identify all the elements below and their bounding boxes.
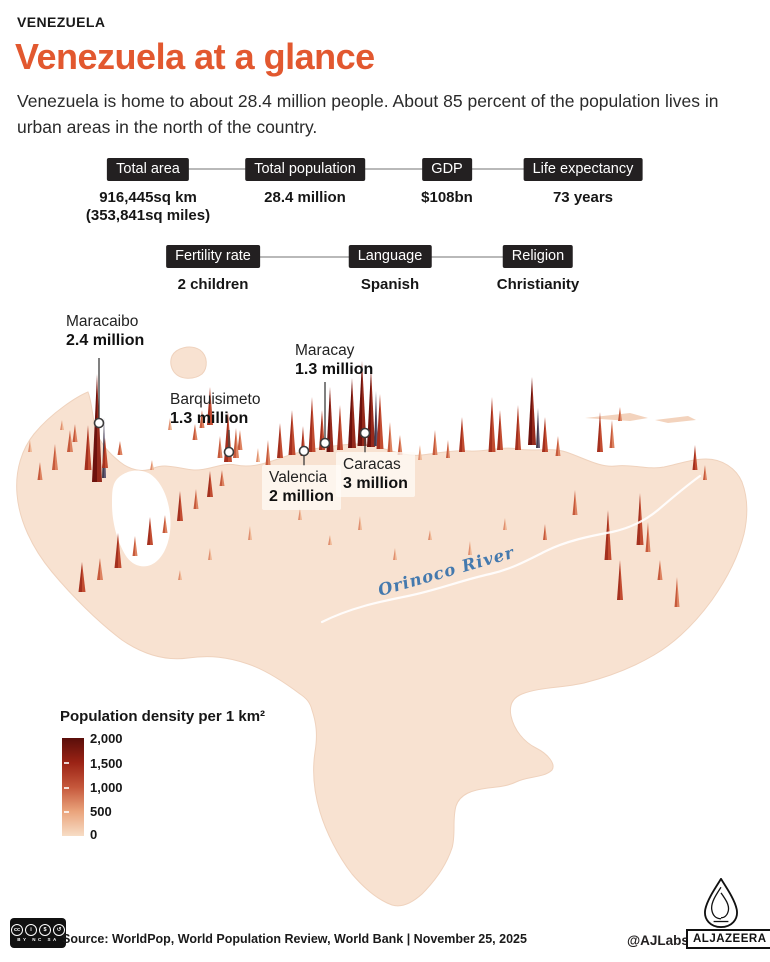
city-label-caracas: Caracas 3 million (336, 452, 415, 498)
marker-caracas (359, 427, 371, 439)
city-name: Maracaibo (66, 313, 139, 330)
stat-value: $108bn (421, 189, 473, 206)
city-population: 1.3 million (295, 361, 374, 379)
stat-gdp: GDP $108bn (421, 158, 473, 206)
aljazeera-logo-icon (704, 878, 738, 928)
stat-value: 916,445sq km (99, 189, 197, 206)
aljazeera-wordmark: ALJAZEERA (686, 929, 770, 949)
stat-label: GDP (422, 158, 472, 181)
stat-life-expectancy: Life expectancy 73 years (523, 158, 643, 206)
stat-label: Religion (502, 245, 574, 268)
cc-nc-icon: $ (39, 924, 51, 936)
stat-religion: Religion Christianity (496, 245, 580, 293)
city-markers (93, 358, 371, 466)
legend-tick: 1,000 (90, 780, 123, 795)
stat-label: Total area (107, 158, 189, 181)
kicker: VENEZUELA (17, 14, 106, 30)
city-label-barquisimeto: Barquisimeto 1.3 million (170, 390, 260, 429)
city-population: 3 million (343, 475, 408, 493)
source-line: Source: WorldPop, World Population Revie… (62, 932, 527, 946)
legend-title: Population density per 1 km² (60, 708, 266, 725)
city-population: 2.4 million (66, 332, 145, 350)
paraguana-peninsula (170, 346, 207, 379)
lake-maracaibo (112, 470, 171, 567)
ajlabs-credit: @AJLabs (627, 933, 689, 948)
cc-icon: cc (11, 924, 23, 936)
stat-value: Spanish (360, 276, 420, 293)
stat-label: Fertility rate (166, 245, 260, 268)
legend-bar-tick (64, 811, 69, 813)
stat-total-population: Total population 28.4 million (245, 158, 365, 206)
stat-total-area: Total area 916,445sq km (353,841sq miles… (86, 158, 210, 224)
legend-tick: 500 (90, 804, 112, 819)
city-label-maracaibo: Maracaibo 2.4 million (66, 312, 144, 351)
page-title: Venezuela at a glance (15, 36, 375, 77)
intro-text: Venezuela is home to about 28.4 million … (17, 91, 719, 138)
stat-value-secondary: (353,841sq miles) (85, 207, 211, 224)
marker-barquisimeto (223, 446, 235, 458)
marker-maracaibo (93, 417, 105, 429)
city-name: Valencia (269, 469, 328, 486)
stat-value: Christianity (496, 276, 580, 293)
cc-sa-icon: ↺ (53, 924, 65, 936)
marker-valencia (298, 445, 310, 457)
stat-value: 2 children (177, 276, 249, 293)
legend-tick: 1,500 (90, 756, 123, 771)
city-name: Caracas (343, 456, 401, 473)
island-east (655, 416, 696, 423)
legend-bar-tick (64, 762, 69, 764)
legend-tick: 2,000 (90, 731, 123, 746)
city-label-maracay: Maracay 1.3 million (295, 341, 373, 380)
stat-fertility-rate: Fertility rate 2 children (166, 245, 260, 293)
cc-license-text: BY NC SA (17, 937, 59, 942)
legend-tick: 0 (90, 827, 98, 842)
island-margarita (585, 413, 648, 421)
stat-label: Language (348, 245, 432, 268)
stat-value: 73 years (552, 189, 614, 206)
stat-value: 28.4 million (264, 189, 346, 206)
creative-commons-badge: cc i $ ↺ BY NC SA (10, 918, 66, 948)
stat-language: Language Spanish (348, 245, 432, 293)
city-label-valencia: Valencia 2 million (262, 465, 341, 511)
city-population: 1.3 million (170, 410, 249, 428)
city-name: Maracay (295, 342, 355, 359)
venezuela-outline (16, 346, 748, 907)
city-name: Barquisimeto (170, 391, 261, 408)
map-legend: Population density per 1 km² 2,000 1,500… (60, 708, 266, 842)
legend-bar-tick (64, 787, 69, 789)
marker-maracay (319, 437, 331, 449)
connector-line (148, 168, 583, 170)
city-population: 2 million (269, 488, 334, 506)
stat-label: Total population (245, 158, 365, 181)
legend-gradient-bar (62, 738, 84, 836)
cc-by-icon: i (25, 924, 37, 936)
stat-label: Life expectancy (523, 158, 643, 181)
